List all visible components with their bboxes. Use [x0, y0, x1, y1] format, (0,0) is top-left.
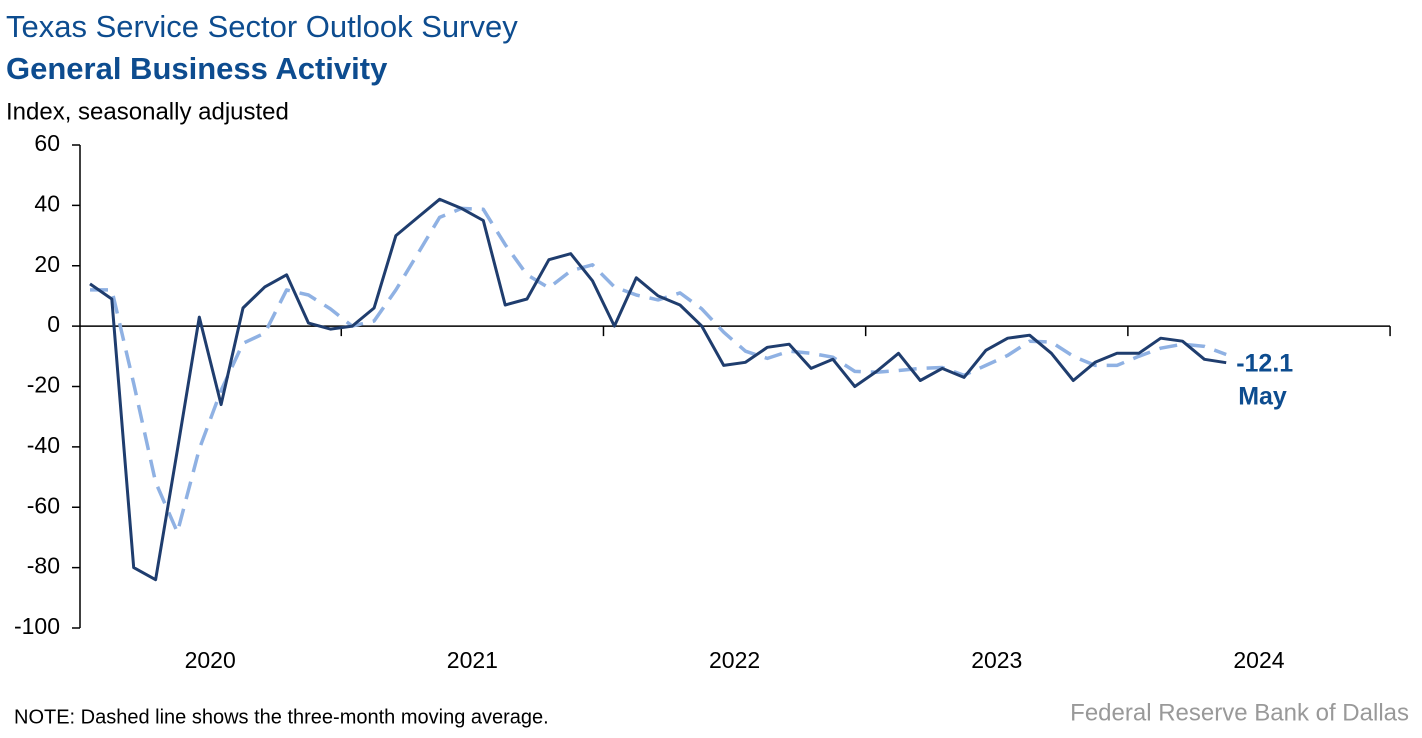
y-tick-label: -80: [27, 553, 60, 579]
y-tick-label: 20: [34, 251, 60, 277]
y-tick-label: 0: [47, 311, 60, 337]
chart-subtitle: General Business Activity: [6, 51, 388, 86]
x-tick-label: 2021: [447, 647, 498, 673]
x-tick-label: 2023: [971, 647, 1022, 673]
y-tick-label: 40: [34, 190, 60, 216]
y-tick-label: -20: [27, 372, 60, 398]
x-tick-label: 2024: [1233, 647, 1284, 673]
y-axis-label: Index, seasonally adjusted: [6, 98, 289, 125]
end-period-label: May: [1238, 382, 1287, 410]
y-tick-label: 60: [34, 130, 60, 156]
moving-average-line: [90, 206, 1227, 535]
chart-title: Texas Service Sector Outlook Survey: [6, 9, 518, 44]
x-tick-label: 2020: [185, 647, 236, 673]
x-tick-label: 2022: [709, 647, 760, 673]
source: Federal Reserve Bank of Dallas: [1070, 699, 1409, 726]
note: NOTE: Dashed line shows the three-month …: [14, 706, 549, 728]
y-tick-label: -40: [27, 432, 60, 458]
index-line: [89, 197, 1227, 582]
end-value-label: -12.1: [1236, 349, 1293, 377]
y-tick-label: -100: [14, 613, 60, 639]
y-tick-label: -60: [27, 492, 60, 518]
